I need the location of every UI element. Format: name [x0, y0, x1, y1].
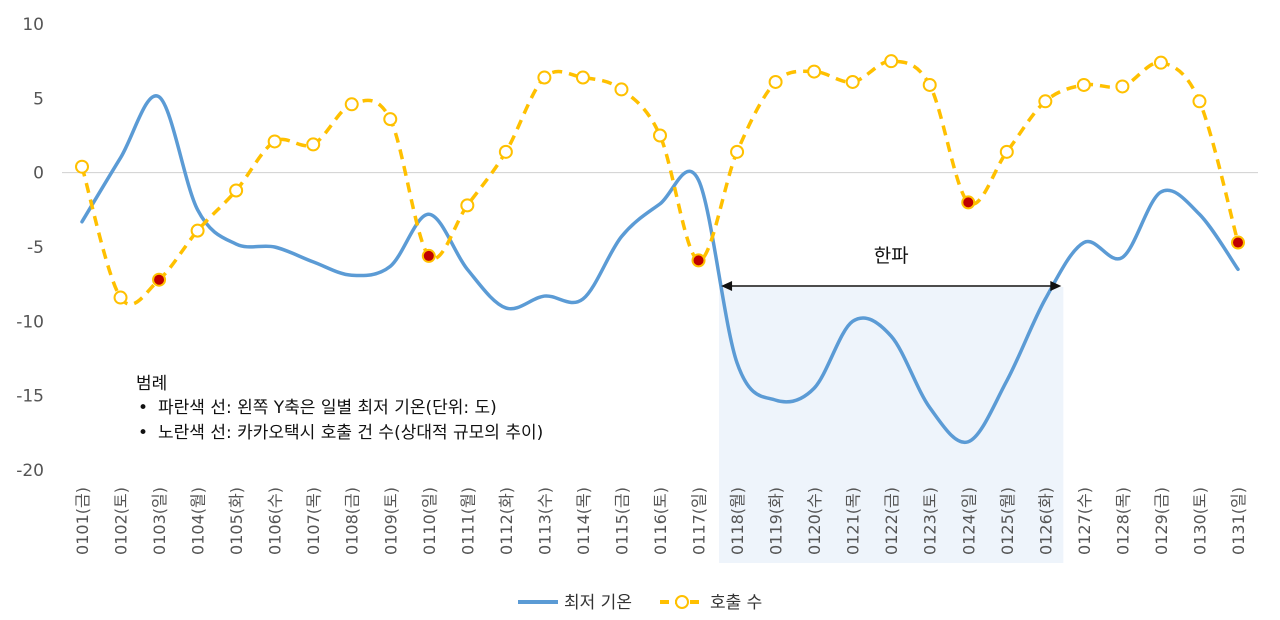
legend-label-calls: 호출 수 — [710, 593, 762, 613]
y-tick-label: 0 — [33, 164, 44, 184]
call-point — [75, 159, 89, 174]
call-point — [653, 128, 667, 143]
call-point — [614, 82, 629, 97]
y-tick-label: -5 — [27, 238, 44, 258]
notes-bullet-1: • — [138, 398, 148, 418]
x-tick-label: 0119(화) — [767, 487, 786, 555]
call-point — [1192, 94, 1207, 109]
x-tick-label: 0101(금) — [73, 487, 92, 555]
call-point — [383, 112, 398, 127]
x-tick-label: 0102(토) — [112, 487, 131, 555]
call-markers — [75, 54, 1245, 305]
call-point — [575, 70, 590, 85]
cold-wave-arrow — [721, 281, 1062, 291]
notes-box: 범례 • 파란색 선: 왼쪽 Y축은 일별 최저 기온(단위: 도) • 노란색… — [136, 374, 543, 443]
x-tick-label: 0103(일) — [150, 487, 169, 555]
x-tick-label: 0114(목) — [574, 487, 593, 555]
call-point — [1153, 55, 1168, 70]
call-point — [1115, 79, 1130, 94]
notes-title: 범례 — [136, 374, 167, 394]
x-tick-label: 0116(토) — [651, 487, 670, 555]
notes-item-1: 파란색 선: 왼쪽 Y축은 일별 최저 기온(단위: 도) — [158, 398, 497, 418]
y-tick-label: -10 — [16, 312, 44, 332]
x-tick-label: 0117(일) — [690, 487, 709, 555]
x-tick-label: 0108(금) — [343, 487, 362, 555]
call-point — [460, 198, 475, 213]
call-point — [807, 64, 822, 79]
cold-wave-band — [719, 287, 1064, 563]
notes-bullet-2: • — [138, 423, 148, 443]
call-point-highlight — [1231, 235, 1245, 250]
x-tick-label: 0118(월) — [728, 487, 747, 555]
arrow-head-right — [1050, 281, 1062, 291]
x-tick-label: 0107(목) — [304, 487, 323, 555]
x-tick-label: 0131(일) — [1229, 487, 1248, 555]
call-point — [1038, 94, 1053, 109]
x-tick-label: 0123(토) — [921, 487, 940, 555]
y-tick-label: 10 — [22, 15, 44, 35]
x-axis-ticks: 0101(금) 0102(토) 0103(일) 0104(월) 0105(화) 0106(… — [73, 487, 1248, 555]
call-point — [344, 97, 359, 112]
call-point — [113, 290, 128, 305]
x-tick-label: 0104(월) — [189, 487, 208, 555]
call-point — [845, 74, 860, 89]
cold-wave-label: 한파 — [874, 245, 909, 267]
x-tick-label: 0113(수) — [535, 487, 554, 555]
call-point — [922, 77, 937, 92]
x-tick-label: 0125(월) — [998, 487, 1017, 555]
x-tick-label: 0115(금) — [612, 487, 631, 555]
call-point — [999, 144, 1014, 159]
call-point-highlight — [961, 195, 976, 210]
x-tick-label: 0127(수) — [1075, 487, 1094, 555]
legend-marker-calls — [675, 595, 689, 609]
x-tick-label: 0129(금) — [1152, 487, 1171, 555]
x-tick-label: 0111(월) — [458, 487, 477, 555]
y-axis-ticks: 10 5 0 -5 -10 -15 -20 — [16, 15, 44, 481]
y-tick-label: 5 — [33, 89, 44, 109]
call-point — [267, 134, 282, 149]
legend: 최저 기온 호출 수 — [518, 593, 762, 613]
x-tick-label: 0124(일) — [959, 487, 978, 555]
call-point — [884, 54, 899, 69]
x-tick-label: 0128(목) — [1113, 487, 1132, 555]
y-tick-label: -15 — [16, 387, 44, 407]
call-point-highlight — [152, 272, 167, 287]
notes-item-2: 노란색 선: 카카오택시 호출 건 수(상대적 규모의 추이) — [158, 423, 543, 443]
call-point-highlight — [421, 248, 436, 263]
call-point — [306, 137, 321, 152]
call-point-highlight — [691, 253, 706, 268]
x-tick-label: 0121(목) — [844, 487, 863, 555]
call-point — [1076, 77, 1091, 92]
x-tick-label: 0105(화) — [227, 487, 246, 555]
x-tick-label: 0126(화) — [1036, 487, 1055, 555]
x-tick-label: 0130(토) — [1190, 487, 1209, 555]
call-point — [537, 70, 552, 85]
call-point — [190, 223, 205, 238]
x-tick-label: 0110(일) — [420, 487, 439, 555]
legend-label-temperature: 최저 기온 — [564, 593, 632, 613]
x-tick-label: 0120(수) — [805, 487, 824, 555]
x-tick-label: 0109(토) — [381, 487, 400, 555]
x-tick-label: 0106(수) — [266, 487, 285, 555]
call-point — [730, 144, 745, 159]
call-point — [229, 183, 244, 198]
series-line-temperature — [80, 94, 1240, 445]
x-tick-label: 0122(금) — [882, 487, 901, 555]
x-tick-label: 0112(화) — [497, 487, 516, 555]
y-tick-label: -20 — [16, 461, 44, 481]
call-point — [498, 144, 513, 159]
call-point — [768, 74, 783, 89]
arrow-head-left — [721, 281, 733, 291]
